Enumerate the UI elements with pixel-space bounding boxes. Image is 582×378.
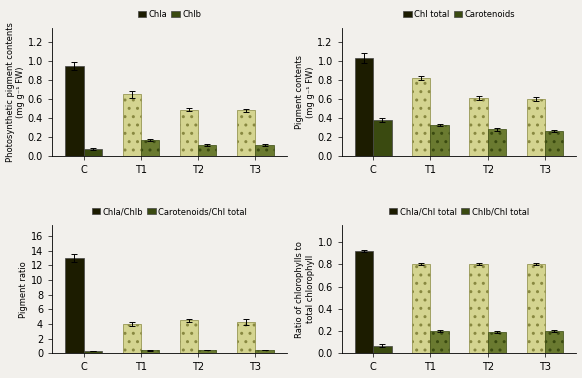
Bar	[237, 322, 255, 353]
Bar	[373, 345, 392, 353]
Bar	[123, 94, 141, 156]
Bar	[431, 331, 449, 353]
Legend: Chla/Chlb, Carotenoids/Chl total: Chla/Chlb, Carotenoids/Chl total	[88, 204, 250, 219]
Bar	[470, 264, 488, 353]
Bar	[488, 130, 506, 156]
Bar	[84, 149, 102, 156]
Bar	[180, 110, 198, 156]
Bar	[488, 332, 506, 353]
Y-axis label: Pigment contents
(mg g⁻¹ FW): Pigment contents (mg g⁻¹ FW)	[295, 55, 314, 129]
Bar	[412, 264, 431, 353]
Bar	[470, 98, 488, 156]
Bar	[65, 66, 84, 156]
Bar	[255, 350, 274, 353]
Bar	[545, 331, 563, 353]
Bar	[255, 145, 274, 156]
Bar	[123, 324, 141, 353]
Y-axis label: Photosynthetic pigment contents
(mg g⁻¹ FW): Photosynthetic pigment contents (mg g⁻¹ …	[6, 22, 25, 162]
Bar	[141, 350, 159, 353]
Legend: Chla/Chl total, Chlb/Chl total: Chla/Chl total, Chlb/Chl total	[386, 204, 533, 219]
Bar	[527, 99, 545, 156]
Legend: Chla, Chlb: Chla, Chlb	[134, 6, 205, 22]
Bar	[355, 58, 373, 156]
Bar	[180, 321, 198, 353]
Bar	[65, 258, 84, 353]
Bar	[84, 351, 102, 353]
Bar	[237, 110, 255, 156]
Y-axis label: Ratio of chlorophylls to
total chlorophyll: Ratio of chlorophylls to total chlorophy…	[295, 241, 314, 338]
Bar	[545, 132, 563, 156]
Bar	[141, 140, 159, 156]
Bar	[527, 264, 545, 353]
Legend: Chl total, Carotenoids: Chl total, Carotenoids	[400, 6, 519, 22]
Bar	[198, 145, 217, 156]
Bar	[412, 78, 431, 156]
Bar	[431, 125, 449, 156]
Bar	[355, 251, 373, 353]
Y-axis label: Pigment ratio: Pigment ratio	[19, 261, 28, 318]
Bar	[198, 350, 217, 353]
Bar	[373, 120, 392, 156]
